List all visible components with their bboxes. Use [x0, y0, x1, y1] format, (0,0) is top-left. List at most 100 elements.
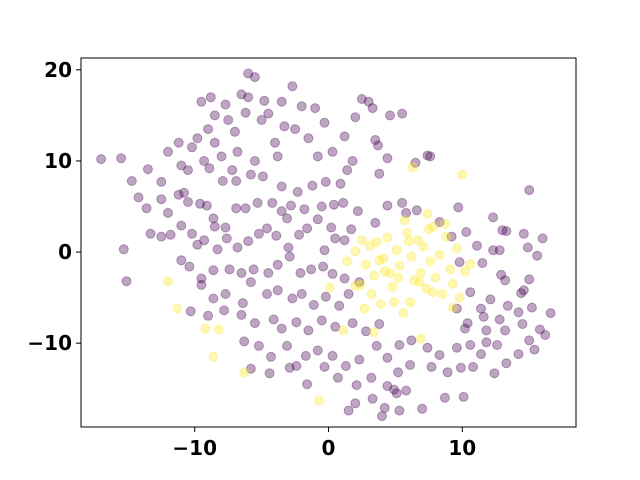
scatter-point-class-0	[253, 228, 264, 239]
scatter-point-class-0	[199, 156, 210, 166]
scatter-point-class-0	[411, 205, 422, 216]
points-layer	[96, 68, 556, 422]
scatter-point-class-0	[455, 362, 466, 373]
y-tick-label: 20	[44, 58, 72, 82]
scatter-point-class-0	[422, 342, 433, 353]
scatter-point-class-0	[513, 307, 524, 318]
scatter-point-class-0	[237, 298, 248, 309]
scatter-point-class-0	[517, 319, 528, 329]
scatter-point-class-0	[232, 242, 243, 253]
scatter-point-class-1	[239, 367, 250, 378]
scatter-point-class-0	[176, 160, 187, 171]
scatter-point-class-0	[240, 107, 251, 118]
scatter-point-class-0	[339, 235, 350, 246]
scatter-point-class-0	[367, 393, 378, 404]
scatter-point-class-1	[423, 224, 434, 235]
scatter-point-class-0	[292, 186, 303, 197]
scatter-point-class-0	[382, 352, 393, 363]
scatter-point-class-0	[320, 291, 331, 302]
scatter-point-class-0	[518, 285, 529, 296]
scatter-point-class-1	[441, 231, 452, 242]
scatter-point-class-0	[268, 314, 279, 325]
scatter-point-class-0	[184, 261, 195, 272]
scatter-point-class-1	[398, 308, 409, 319]
scatter-point-class-1	[451, 243, 462, 254]
scatter-point-class-0	[356, 94, 367, 104]
scatter-point-class-0	[310, 103, 321, 114]
scatter-point-class-1	[427, 221, 438, 232]
scatter-point-class-1	[439, 218, 450, 229]
scatter-point-class-0	[476, 303, 486, 314]
scatter-point-class-0	[231, 176, 242, 186]
scatter-point-class-0	[276, 206, 287, 217]
scatter-point-class-0	[262, 223, 272, 234]
scatter-point-class-0	[401, 385, 412, 396]
scatter-point-class-1	[208, 351, 219, 362]
scatter-point-class-0	[199, 235, 210, 246]
scatter-point-class-0	[494, 245, 505, 256]
scatter-point-class-0	[276, 323, 287, 334]
scatter-point-class-1	[394, 260, 405, 271]
scatter-point-class-0	[221, 233, 232, 244]
scatter-point-class-0	[300, 350, 311, 361]
scatter-point-class-0	[296, 101, 307, 112]
scatter-point-class-0	[290, 124, 301, 135]
scatter-point-class-0	[187, 142, 197, 153]
scatter-point-class-0	[458, 391, 469, 402]
y-tick-label: 10	[44, 149, 72, 173]
scatter-point-class-0	[312, 345, 323, 356]
scatter-point-class-0	[303, 133, 314, 144]
scatter-point-class-0	[118, 244, 129, 255]
scatter-point-class-0	[196, 279, 207, 290]
scatter-point-class-0	[496, 269, 507, 280]
scatter-point-class-0	[394, 405, 405, 416]
scatter-point-class-0	[501, 226, 512, 237]
scatter-point-class-0	[232, 146, 243, 157]
scatter-point-class-0	[126, 176, 137, 186]
scatter-point-class-0	[316, 201, 327, 212]
scatter-point-class-0	[96, 154, 107, 165]
scatter-point-class-0	[330, 233, 341, 244]
scatter-point-class-0	[425, 151, 436, 162]
scatter-point-class-0	[394, 340, 405, 350]
scatter-point-class-0	[489, 368, 500, 379]
scatter-point-class-0	[156, 231, 167, 242]
scatter-point-class-0	[219, 305, 230, 316]
scatter-point-class-0	[382, 200, 393, 211]
scatter-point-class-0	[263, 268, 274, 278]
scatter-point-class-0	[272, 285, 283, 296]
scatter-point-class-0	[327, 146, 338, 157]
scatter-point-class-1	[213, 324, 224, 335]
scatter-point-class-0	[342, 165, 353, 176]
scatter-point-class-0	[291, 317, 302, 328]
scatter-point-class-0	[488, 212, 499, 223]
scatter-point-class-0	[306, 264, 317, 275]
scatter-point-class-0	[465, 340, 476, 350]
scatter-point-class-0	[142, 164, 153, 175]
scatter-point-class-0	[209, 221, 220, 232]
scatter-point-class-0	[208, 265, 219, 276]
scatter-point-class-0	[283, 242, 294, 253]
scatter-point-class-0	[422, 150, 433, 161]
scatter-point-class-1	[382, 232, 393, 243]
scatter-point-class-0	[502, 300, 513, 311]
scatter-point-class-0	[500, 325, 511, 336]
scatter-point-class-0	[253, 340, 264, 351]
scatter-point-class-0	[526, 302, 537, 313]
scatter-point-class-0	[287, 293, 298, 304]
scatter-point-class-0	[291, 361, 302, 371]
scatter-point-class-0	[350, 112, 361, 123]
scatter-point-class-0	[203, 124, 214, 135]
scatter-point-class-0	[312, 151, 323, 162]
scatter-point-class-0	[209, 110, 220, 121]
scatter-point-class-0	[354, 354, 365, 365]
scatter-point-class-0	[216, 151, 227, 162]
scatter-point-class-0	[284, 362, 295, 373]
scatter-point-class-0	[302, 379, 313, 390]
scatter-point-class-1	[361, 259, 371, 270]
scatter-point-class-0	[481, 337, 492, 348]
scatter-point-class-0	[173, 189, 184, 200]
scatter-point-class-0	[346, 224, 357, 235]
scatter-point-class-0	[401, 207, 412, 218]
scatter-point-class-0	[236, 268, 247, 278]
